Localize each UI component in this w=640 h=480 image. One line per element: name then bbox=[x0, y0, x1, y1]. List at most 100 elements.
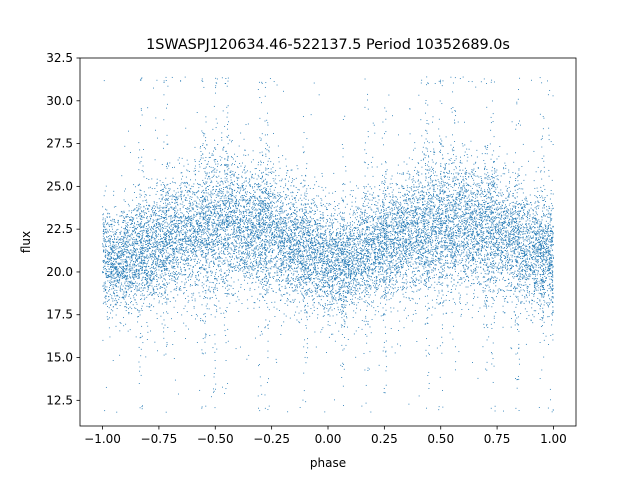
data-point bbox=[438, 230, 440, 232]
data-point bbox=[385, 223, 387, 225]
data-point bbox=[185, 269, 187, 271]
data-point bbox=[302, 146, 304, 148]
data-point bbox=[341, 244, 343, 246]
data-point bbox=[269, 262, 271, 264]
data-point bbox=[210, 202, 212, 204]
data-point bbox=[427, 257, 429, 259]
data-point bbox=[125, 294, 127, 296]
data-point bbox=[545, 242, 547, 244]
data-point bbox=[284, 199, 286, 201]
data-point bbox=[385, 194, 387, 196]
data-point bbox=[542, 197, 544, 199]
data-point bbox=[157, 258, 159, 260]
data-point bbox=[199, 200, 201, 202]
data-point bbox=[481, 258, 483, 260]
data-point bbox=[112, 287, 114, 289]
data-point bbox=[241, 240, 243, 242]
data-point bbox=[270, 212, 272, 214]
data-point bbox=[160, 201, 162, 203]
data-point bbox=[172, 344, 174, 345]
data-point bbox=[114, 232, 116, 234]
data-point bbox=[386, 249, 388, 251]
data-point bbox=[374, 271, 376, 273]
data-point bbox=[395, 217, 397, 219]
data-point bbox=[543, 272, 544, 274]
data-point bbox=[459, 226, 461, 228]
data-point bbox=[291, 203, 293, 205]
data-point bbox=[316, 274, 318, 276]
data-point bbox=[476, 210, 478, 212]
data-point bbox=[261, 218, 263, 220]
data-point bbox=[441, 289, 443, 291]
data-point bbox=[226, 274, 227, 276]
data-point bbox=[355, 285, 357, 287]
data-point bbox=[295, 217, 296, 219]
data-point bbox=[105, 296, 107, 298]
data-point bbox=[259, 218, 261, 220]
data-point bbox=[241, 177, 243, 179]
data-point bbox=[306, 163, 308, 165]
data-point bbox=[253, 248, 255, 250]
data-point bbox=[261, 200, 263, 202]
data-point bbox=[227, 105, 229, 107]
data-point bbox=[483, 327, 485, 329]
data-point bbox=[279, 208, 281, 210]
data-point bbox=[179, 208, 181, 210]
data-point bbox=[415, 181, 417, 183]
data-point bbox=[171, 272, 173, 274]
data-point bbox=[206, 279, 208, 281]
data-point bbox=[329, 325, 331, 326]
data-point bbox=[398, 268, 400, 270]
data-point bbox=[129, 226, 131, 228]
data-point bbox=[509, 290, 511, 292]
data-point bbox=[397, 212, 399, 214]
data-point bbox=[349, 304, 351, 306]
data-point bbox=[158, 302, 160, 304]
data-point bbox=[122, 263, 124, 265]
data-point bbox=[399, 239, 401, 241]
data-point bbox=[284, 239, 286, 240]
data-point bbox=[541, 294, 543, 296]
data-point bbox=[387, 287, 389, 289]
data-point bbox=[156, 223, 158, 225]
data-point bbox=[245, 191, 247, 193]
data-point bbox=[257, 298, 259, 300]
data-point bbox=[436, 212, 438, 214]
data-point bbox=[493, 177, 495, 179]
data-point bbox=[265, 262, 267, 264]
data-point bbox=[343, 200, 345, 202]
data-point bbox=[316, 247, 318, 248]
data-point bbox=[528, 278, 530, 280]
data-point bbox=[119, 263, 121, 265]
data-point bbox=[187, 190, 189, 191]
data-point bbox=[286, 264, 287, 266]
data-point bbox=[484, 189, 486, 191]
data-point bbox=[333, 264, 335, 266]
data-point bbox=[339, 224, 341, 226]
data-point bbox=[350, 257, 351, 259]
data-point bbox=[243, 236, 245, 237]
data-point bbox=[346, 237, 348, 239]
data-point bbox=[539, 247, 541, 249]
data-point bbox=[269, 272, 271, 274]
data-point bbox=[537, 261, 539, 262]
data-point bbox=[389, 245, 391, 247]
data-point bbox=[268, 171, 270, 173]
data-point bbox=[122, 239, 124, 241]
data-point bbox=[538, 228, 540, 230]
data-point bbox=[362, 245, 364, 247]
data-point bbox=[139, 218, 141, 219]
data-point bbox=[282, 242, 284, 244]
data-point bbox=[215, 216, 216, 218]
data-point bbox=[354, 217, 356, 219]
data-point bbox=[245, 243, 247, 245]
data-point bbox=[520, 218, 522, 220]
data-point bbox=[263, 171, 264, 173]
data-point bbox=[486, 250, 487, 252]
data-point bbox=[470, 240, 472, 242]
data-point bbox=[235, 200, 237, 202]
data-point bbox=[234, 236, 236, 238]
data-point bbox=[310, 256, 312, 258]
data-point bbox=[247, 229, 249, 230]
data-point bbox=[341, 285, 343, 287]
